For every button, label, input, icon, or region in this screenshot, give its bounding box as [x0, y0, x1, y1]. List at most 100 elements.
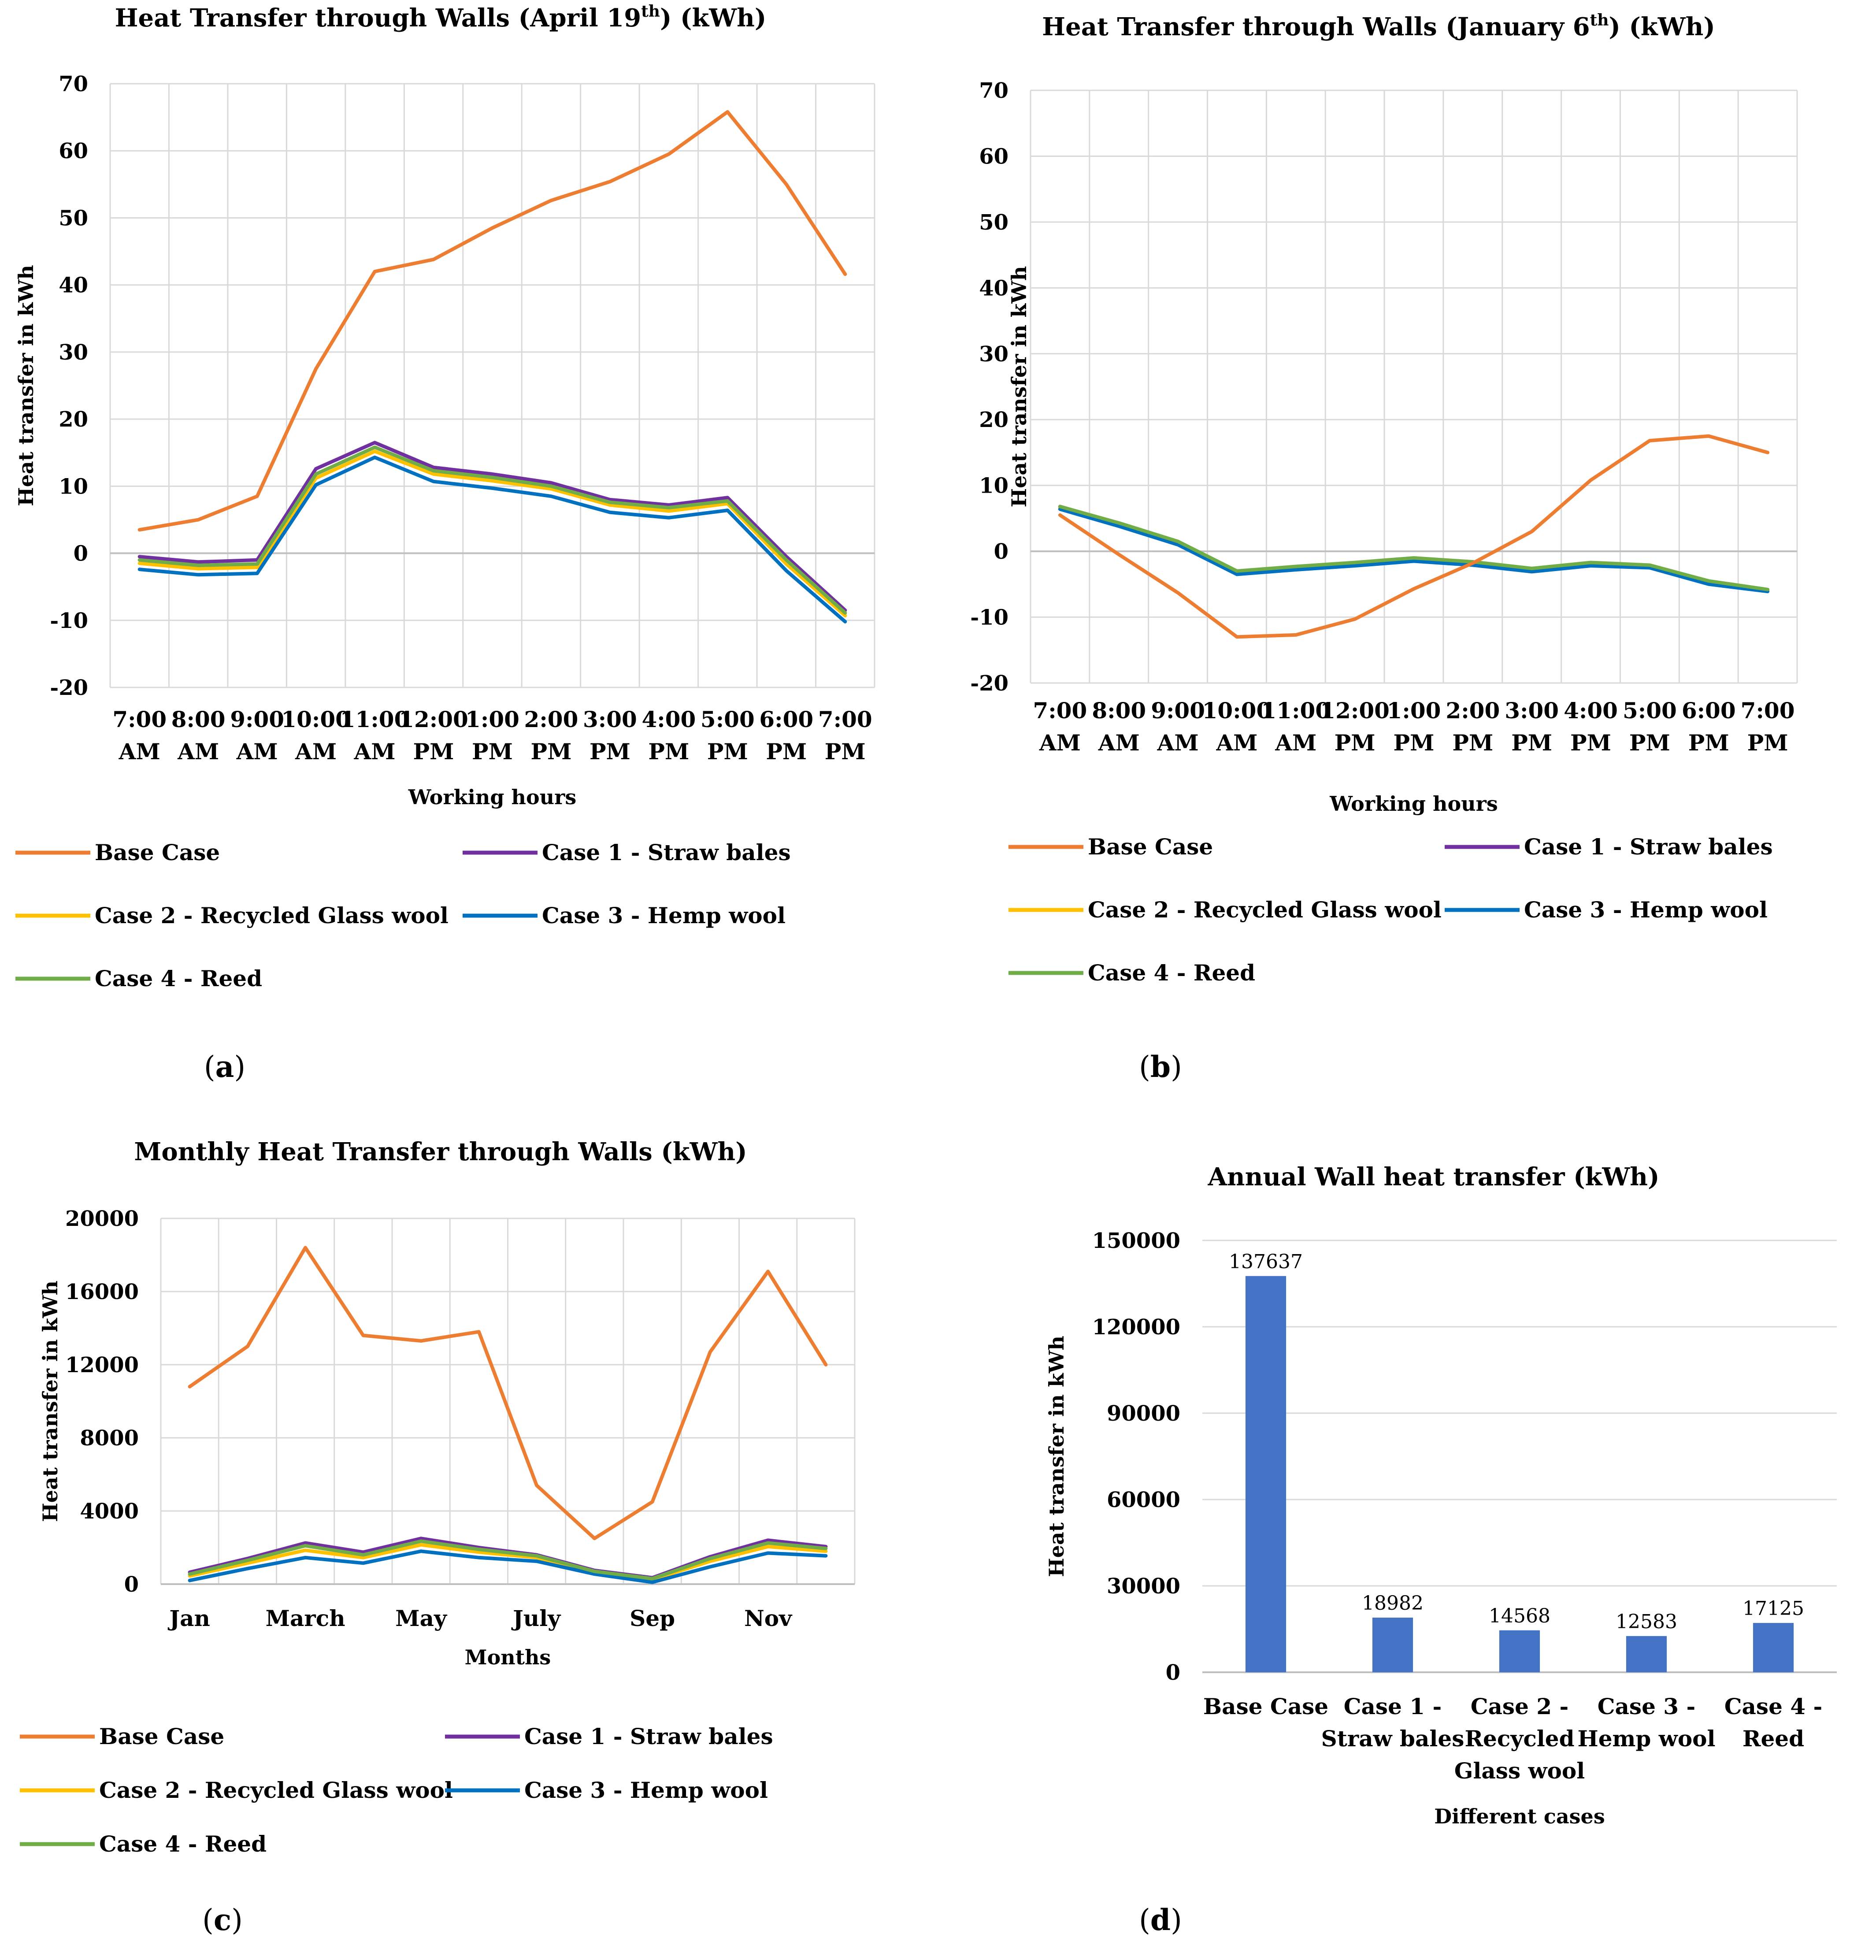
y-tick-label: 10 — [979, 474, 1008, 498]
bar-data-label: 137637 — [1229, 1251, 1303, 1273]
x-tick-label: Reed — [1743, 1726, 1804, 1752]
x-tick-label: 1:00 — [465, 706, 519, 732]
y-tick-label: 16000 — [65, 1280, 139, 1304]
x-tick-label: PM — [766, 739, 807, 765]
chart-d-svg: Annual Wall heat transfer (kWh) 0 30000 600… — [1045, 1162, 1837, 1828]
legend-label-case2: Case 2 - Recycled Glass wool — [99, 1777, 453, 1803]
x-tick-label: AM — [1098, 730, 1140, 756]
series-line-base — [188, 1246, 828, 1541]
x-tick-label: PM — [1394, 730, 1435, 756]
chart-panel-a: Heat Transfer through Walls (April 19th)… — [0, 0, 938, 1102]
x-tick-label: Hemp wool — [1577, 1726, 1715, 1752]
x-tick-label: 4:00 — [1564, 698, 1618, 724]
x-tick-label: 10:00 — [281, 706, 351, 732]
x-tick-label: 3:00 — [1505, 698, 1559, 724]
y-tick-label: 60 — [979, 144, 1008, 169]
x-tick-label: 11:00 — [340, 706, 410, 732]
chart-title: Heat Transfer through Walls (January 6th… — [1042, 11, 1715, 41]
x-tick-label: Base Case — [1203, 1693, 1328, 1719]
bar — [1499, 1630, 1540, 1672]
y-tick-label: 20000 — [65, 1206, 139, 1231]
x-tick-label: 7:00 — [1741, 698, 1795, 724]
x-tick-label: 8:00 — [171, 706, 226, 732]
legend-label-case1: Case 1 - Straw bales — [1524, 834, 1773, 860]
bar — [1245, 1276, 1287, 1672]
chart-title: Monthly Heat Transfer through Walls (kWh… — [134, 1137, 747, 1166]
x-tick-label: Case 1 - — [1344, 1693, 1442, 1719]
x-tick-label: AM — [1275, 730, 1316, 756]
x-tick-label: AM — [295, 739, 337, 765]
y-tick-label: 4000 — [80, 1499, 139, 1524]
bar — [1372, 1617, 1413, 1672]
series-line-case4 — [1058, 505, 1770, 591]
y-tick-label: 70 — [979, 78, 1008, 103]
x-tick-label: AM — [119, 739, 160, 765]
y-tick-label: 30000 — [1107, 1574, 1180, 1599]
x-tick-label: Straw bales — [1321, 1726, 1464, 1752]
x-tick-label: 12:00 — [1320, 698, 1390, 724]
y-tick-label: 10 — [59, 474, 88, 499]
caption-d: (d) — [1139, 1903, 1182, 1937]
y-tick-label: 30 — [979, 342, 1008, 367]
y-axis-title: Heat transfer in kWh — [38, 1281, 62, 1522]
x-tick-label: AM — [1216, 730, 1257, 756]
series-line-base — [1058, 434, 1770, 639]
x-tick-label: 6:00 — [1682, 698, 1736, 724]
x-tick-label: PM — [825, 739, 866, 765]
x-tick-label: Jan — [167, 1605, 210, 1631]
y-axis-title: Heat transfer in kWh — [1007, 266, 1031, 508]
x-tick-label: 7:00 — [1033, 698, 1087, 724]
y-tick-label: 90000 — [1107, 1401, 1180, 1426]
chart-title: Annual Wall heat transfer (kWh) — [1207, 1162, 1659, 1192]
x-tick-label: 10:00 — [1202, 698, 1272, 724]
y-tick-label: 0 — [124, 1572, 139, 1597]
x-tick-label: Case 3 - — [1598, 1693, 1696, 1719]
bar — [1753, 1623, 1794, 1672]
series-line-case3 — [188, 1549, 828, 1584]
x-tick-label: AM — [1039, 730, 1081, 756]
x-tick-label: 11:00 — [1261, 698, 1331, 724]
x-tick-label: PM — [1335, 730, 1375, 756]
legend-label-case1: Case 1 - Straw bales — [542, 839, 791, 865]
x-tick-label: May — [395, 1605, 448, 1631]
series-line-case2 — [137, 449, 847, 618]
x-tick-label: PM — [707, 739, 748, 765]
legend-label-case4: Case 4 - Reed — [1088, 960, 1255, 986]
chart-panel-c: Monthly Heat Transfer through Walls (kWh… — [0, 1102, 938, 1960]
legend-label-case3: Case 3 - Hemp wool — [542, 902, 786, 928]
x-tick-label: Case 2 - — [1471, 1693, 1569, 1719]
x-tick-label: PM — [1452, 730, 1493, 756]
x-tick-label: Nov — [744, 1605, 793, 1631]
chart-title: Heat Transfer through Walls (April 19th)… — [115, 2, 767, 33]
legend-label-case3: Case 3 - Hemp wool — [524, 1777, 768, 1803]
x-tick-label: 9:00 — [1151, 698, 1205, 724]
series-line-case3 — [1058, 507, 1770, 594]
x-tick-label: Case 4 - — [1724, 1693, 1823, 1719]
x-tick-label: July — [511, 1605, 561, 1631]
x-axis-title: Months — [465, 1645, 551, 1669]
y-tick-label: 12000 — [65, 1353, 139, 1377]
x-axis-title: Working hours — [1329, 792, 1498, 816]
x-tick-label: 6:00 — [759, 706, 813, 732]
series-line-case2 — [188, 1543, 828, 1581]
y-tick-label: 20 — [59, 407, 88, 432]
x-tick-label: 9:00 — [230, 706, 284, 732]
y-axis-title: Heat transfer in kWh — [14, 265, 38, 506]
chart-panel-d: Annual Wall heat transfer (kWh) 0 30000 600… — [938, 1102, 1876, 1960]
legend-label-case4: Case 4 - Reed — [95, 965, 262, 991]
y-tick-label: -10 — [50, 609, 88, 633]
x-tick-label: Glass wool — [1454, 1758, 1585, 1784]
x-tick-label: PM — [648, 739, 689, 765]
x-tick-label: Sep — [630, 1605, 675, 1631]
y-tick-label: -20 — [970, 671, 1008, 696]
series-line-case4 — [188, 1539, 828, 1581]
x-tick-label: AM — [236, 739, 278, 765]
y-axis-title: Heat transfer in kWh — [1045, 1336, 1068, 1577]
legend-label-base: Base Case — [99, 1723, 224, 1749]
x-tick-label: 7:00 — [112, 706, 167, 732]
caption-c: (c) — [202, 1903, 243, 1937]
bar — [1626, 1636, 1667, 1672]
y-tick-label: 60000 — [1107, 1488, 1180, 1512]
x-tick-label: AM — [354, 739, 396, 765]
x-tick-label: 8:00 — [1092, 698, 1146, 724]
